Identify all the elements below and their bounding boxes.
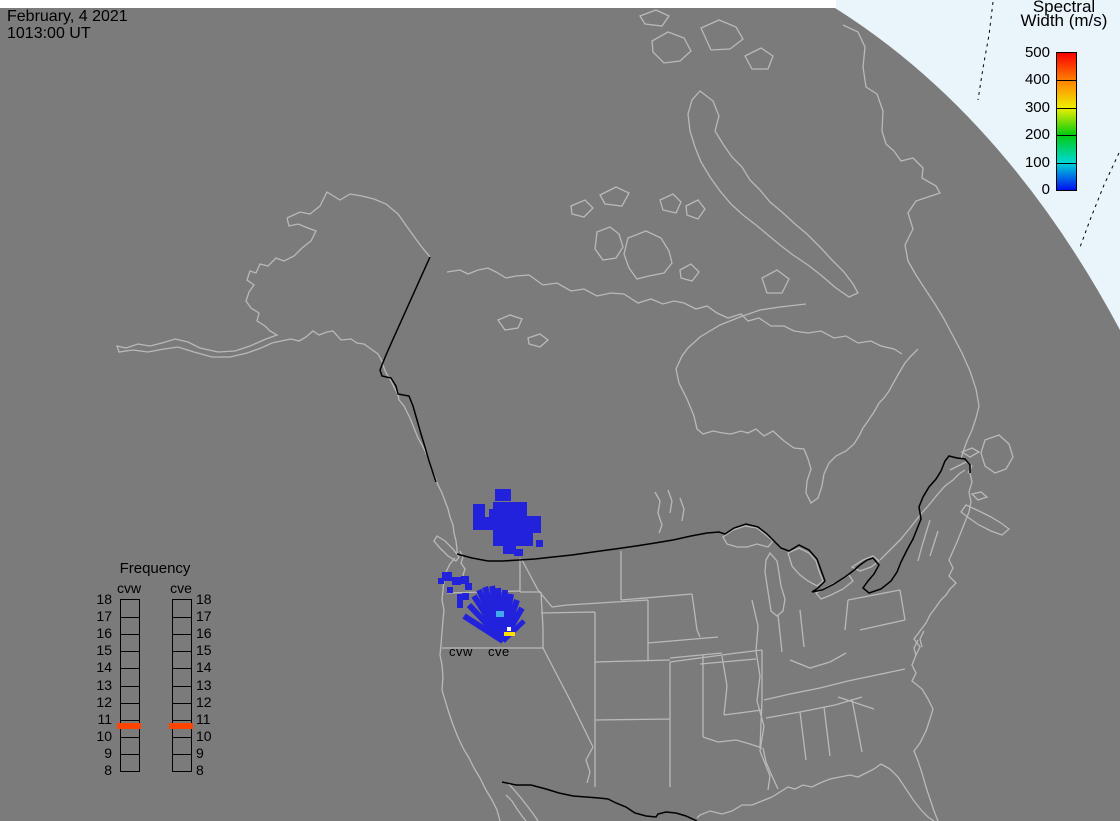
freq-scale-right-9: 9 (196, 745, 204, 761)
colorbar-label-400: 400 (1024, 71, 1050, 88)
colorbar-label-500: 500 (1024, 44, 1050, 61)
top-strip (0, 0, 836, 9)
freq-scale-right-18: 18 (196, 591, 212, 607)
freq-scale-left-12: 12 (96, 694, 112, 710)
northern-echo-cluster (473, 489, 543, 556)
yellow-echo-patch (504, 632, 515, 636)
colorbar-label-100: 100 (1024, 154, 1050, 171)
colorbar-label-300: 300 (1024, 99, 1050, 116)
colorbar-title-line1: Spectral (1032, 0, 1096, 16)
freq-scale-right-16: 16 (196, 625, 212, 641)
freq-scale-left-13: 13 (96, 677, 112, 693)
colorbar-title: Spectral Width (m/s) (1008, 0, 1120, 30)
national-borders (379, 256, 971, 821)
colorbar (1056, 52, 1077, 191)
map-land-area (0, 8, 1120, 821)
radar-echo-fan (438, 572, 526, 644)
freq-scale-left-8: 8 (104, 762, 112, 778)
graticule-meridian-1 (977, 1, 994, 101)
freq-scale-left-11: 11 (97, 711, 112, 727)
frequency-column-label-cve: cve (170, 580, 192, 596)
freq-scale-right-15: 15 (196, 642, 212, 658)
us-state-borders (442, 519, 939, 791)
colorbar-tick-100 (1057, 163, 1076, 164)
east-gulf-coast-florida (696, 472, 973, 821)
cyan-echo-patch (496, 611, 504, 617)
alaska-outline (116, 191, 458, 554)
radar-site-label-cve: cve (488, 644, 510, 659)
st-lawrence-gulf (879, 434, 1014, 561)
freq-scale-left-9: 9 (104, 745, 112, 761)
colorbar-label-0: 0 (1041, 181, 1050, 198)
baja-outline (505, 782, 539, 821)
freq-scale-left-16: 16 (96, 625, 112, 641)
west-coast-outline (439, 557, 501, 821)
hudson-bay-outline (675, 303, 919, 504)
arctic-islands-outlines (570, 9, 859, 298)
manitoba-lakes (497, 314, 685, 534)
baffin-labrador-coast (842, 24, 980, 460)
freq-scale-right-17: 17 (196, 608, 212, 624)
arctic-mainland-coast (446, 267, 903, 355)
freq-scale-right-12: 12 (196, 694, 212, 710)
white-echo-pixel (507, 627, 511, 631)
frequency-column-label-cvw: cvw (116, 580, 142, 596)
colorbar-title-line2: Width (m/s) (1020, 11, 1108, 30)
freq-scale-right-11: 11 (196, 711, 211, 727)
graticule-lines (977, 1, 1120, 251)
frequency-marker-cve (169, 723, 193, 729)
us-mexico-border (501, 781, 698, 821)
colorbar-tick-200 (1057, 135, 1076, 136)
alaska-canada-border (379, 256, 437, 483)
coastlines (116, 9, 1014, 821)
freq-scale-left-10: 10 (96, 728, 112, 744)
freq-scale-right-14: 14 (196, 659, 212, 675)
freq-scale-left-18: 18 (96, 591, 112, 607)
radar-echoes (438, 489, 543, 644)
freq-scale-right-10: 10 (196, 728, 212, 744)
timestamp-date: February, 4 2021 (7, 8, 128, 25)
freq-scale-left-14: 14 (96, 659, 112, 675)
freq-scale-left-17: 17 (96, 608, 112, 624)
freq-scale-left-15: 15 (96, 642, 112, 658)
colorbar-label-200: 200 (1024, 126, 1050, 143)
frequency-bar-cvw (120, 599, 140, 772)
colorbar-tick-400 (1057, 80, 1076, 81)
colorbar-gradient (1057, 53, 1076, 190)
freq-scale-right-8: 8 (196, 762, 204, 778)
radar-site-label-cvw: cvw (449, 644, 473, 659)
colorbar-tick-300 (1057, 108, 1076, 109)
great-lakes-outlines (722, 525, 881, 617)
us-canada-border (456, 455, 971, 594)
frequency-bar-cve (172, 599, 192, 772)
freq-scale-right-13: 13 (196, 677, 212, 693)
frequency-legend-title: Frequency (119, 560, 191, 577)
timestamp-time: 1013:00 UT (7, 25, 91, 42)
timestamp: February, 4 2021 1013:00 UT (7, 8, 128, 42)
frequency-marker-cvw (117, 723, 141, 729)
